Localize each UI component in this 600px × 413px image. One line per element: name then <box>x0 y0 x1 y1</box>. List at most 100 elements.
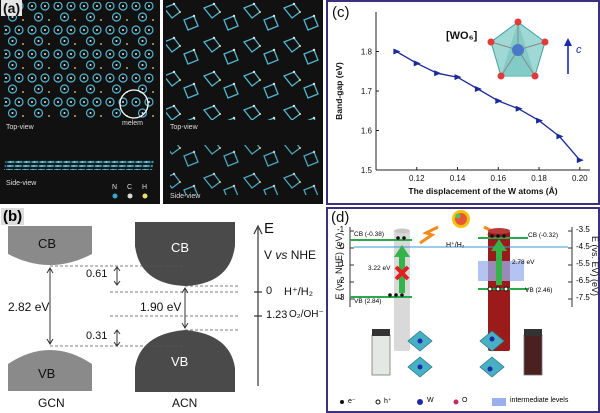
legend-dot-c <box>127 193 133 199</box>
acn-cb-label: CB <box>171 240 190 255</box>
legend-c-label: C <box>127 184 133 191</box>
wo6-formula: [WO₆] <box>446 30 478 42</box>
x-tick-label-4: 0.20 <box>572 174 588 183</box>
octahedra-left <box>407 330 433 378</box>
data-point-0 <box>393 48 401 55</box>
vb-offset-label: 0.31 <box>86 330 108 342</box>
acn-cb-shape <box>135 222 235 286</box>
left-tick-1: -1 <box>337 225 345 234</box>
v-unit: V <box>264 248 273 262</box>
series-line <box>396 50 581 161</box>
side-view-right-label: Side-view <box>170 193 201 200</box>
data-point-8 <box>556 133 564 140</box>
gcn-label: GCN <box>38 396 65 410</box>
panel-a-label: (a) <box>1 0 23 16</box>
cb-offset-label: 0.61 <box>86 268 108 280</box>
x-tick-label-2: 0.16 <box>490 174 506 183</box>
right-axis-title: E (vs. EV) (eV) <box>590 235 600 296</box>
wo6-octahedron <box>487 18 549 80</box>
legend-hole-icon <box>375 399 381 405</box>
legend-electron-label: e⁻ <box>348 398 356 405</box>
vs-word: vs <box>275 248 288 262</box>
legend-w-icon <box>417 399 423 405</box>
x-tick-label-0: 0.12 <box>409 174 425 183</box>
panel-d: (d) E (vs. NHE) (eV) E (vs. EV) (eV) -1 … <box>326 207 600 413</box>
legend-hole-label: h⁺ <box>384 398 392 405</box>
cb-left-label: CB (-0.38) <box>354 231 384 238</box>
acn-vb-shape <box>135 330 235 392</box>
x-axis-title: The displacement of the W atoms (Å) <box>408 186 557 196</box>
v-vs-nhe-label: V vs NHE <box>264 248 316 262</box>
h-couple-label-d: H⁺/H₂ <box>446 242 465 249</box>
legend-dot-h <box>142 193 148 199</box>
data-point-7 <box>536 117 544 124</box>
legend-intermediate-icon <box>492 398 506 406</box>
y-tick-label-1: 1.6 <box>361 127 373 136</box>
gcn-vb-shape <box>8 350 92 391</box>
left-tick-4: 2 <box>340 276 345 285</box>
vial-gcn <box>371 334 391 376</box>
top-view-right-label: Top-view <box>170 124 198 131</box>
panel-a-structures <box>4 0 321 204</box>
y-tick-label-0: 1.5 <box>361 166 373 175</box>
nhe-word: NHE <box>290 248 317 262</box>
e-axis-label: E <box>264 220 275 237</box>
gap-right-label: 2.78 eV <box>512 259 535 266</box>
right-tick-1: -3.5 <box>576 225 590 234</box>
legend-o-icon <box>453 399 459 405</box>
data-point-4 <box>474 86 482 93</box>
gap-left-label: 3.22 eV <box>368 265 391 272</box>
gcn-cb-label: CB <box>38 236 57 251</box>
vb-left-label: VB (2.84) <box>354 298 382 305</box>
legend-w-label: W <box>427 397 434 404</box>
gcn-vb-label: VB <box>38 366 56 381</box>
left-tick-3: 1 <box>340 259 345 268</box>
panel-c-label: (c) <box>332 4 350 21</box>
melem-label: melem <box>122 120 144 127</box>
cb-right-label: CB (-0.32) <box>528 232 558 239</box>
o-couple-label: O₂/OH⁻ <box>289 309 324 320</box>
left-tick-2: 0 <box>340 242 345 251</box>
legend-h-label: H <box>142 184 148 191</box>
data-point-3 <box>454 74 462 81</box>
c-vector-arrow <box>564 38 572 74</box>
x-tick-label-1: 0.14 <box>450 174 466 183</box>
vb-right-label: VB (2.46) <box>525 287 553 294</box>
top-view-left-label: Top-view <box>6 124 34 131</box>
gcn-gap-label: 2.82 eV <box>8 300 50 314</box>
zero-tick-label: 0 <box>266 285 273 297</box>
x-tick-label-3: 0.18 <box>531 174 547 183</box>
legend-dot-n <box>112 193 118 199</box>
left-tick-5: 3 <box>340 293 345 302</box>
recombination-cross <box>394 265 410 281</box>
legend-o-label: O <box>462 397 468 404</box>
panel-b: (b) CB VB CB VB 2.82 eV 1.90 eV 0.61 0.3… <box>0 206 324 413</box>
legend-intermediate-label: intermediate levels <box>510 397 569 404</box>
h-couple-label: H⁺/H₂ <box>284 286 314 298</box>
panel-c: 0.12 0.14 0.16 0.18 0.20 1.5 1.6 1.7 1.8 The disp… <box>326 0 600 205</box>
legend-n-label: N <box>112 184 118 191</box>
panel-b-label: (b) <box>1 208 25 225</box>
band-alignment <box>340 210 573 406</box>
bandgap-chart: 0.12 0.14 0.16 0.18 0.20 1.5 1.6 1.7 1.8 The disp… <box>334 12 590 196</box>
acn-vb-label: VB <box>171 354 189 369</box>
right-tick-5: -7.5 <box>576 293 590 302</box>
data-point-9 <box>576 157 584 164</box>
data-point-2 <box>434 70 442 77</box>
chart-marks <box>393 48 584 164</box>
octahedra-right <box>479 330 505 378</box>
chart-axes: 0.12 0.14 0.16 0.18 0.20 1.5 1.6 1.7 1.8 The disp… <box>334 12 590 196</box>
acn-label: ACN <box>172 396 198 410</box>
data-point-1 <box>413 60 421 67</box>
panel-a: (a) Top-view melem Side-view N C H Top-v… <box>0 0 323 204</box>
side-view-left-label: Side-view <box>6 180 37 187</box>
light-bolt-left <box>419 225 439 245</box>
right-tick-2: -4.5 <box>576 242 590 251</box>
y-axis-title: Band-gap (eV) <box>334 62 344 120</box>
panel-d-label: (d) <box>331 209 350 226</box>
melem-highlight <box>119 89 149 119</box>
legend-electron-icon <box>340 400 344 404</box>
data-point-6 <box>515 105 523 112</box>
y-tick-label-3: 1.8 <box>361 48 373 57</box>
vial-acn <box>523 334 543 376</box>
